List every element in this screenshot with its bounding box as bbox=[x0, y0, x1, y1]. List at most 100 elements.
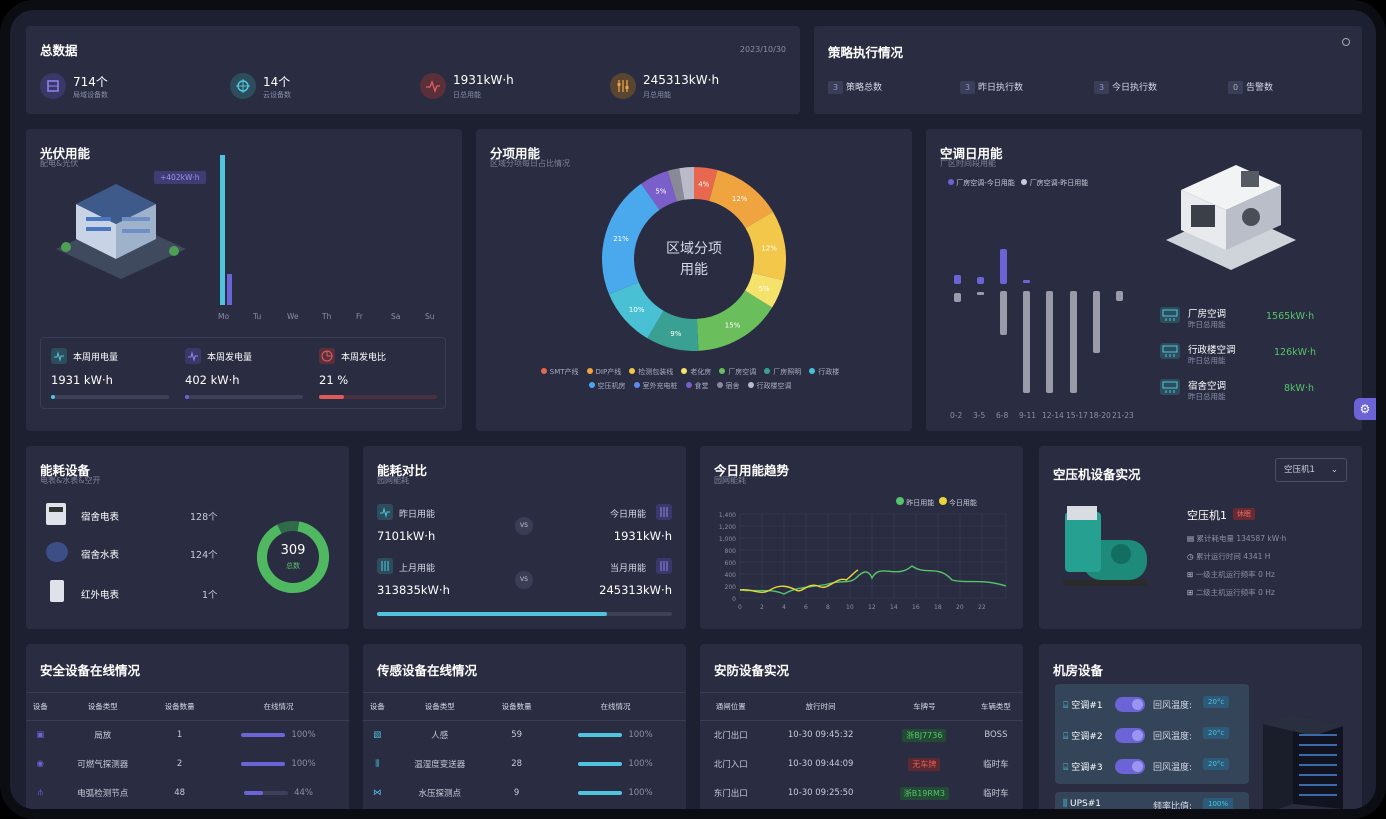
donut-slice bbox=[745, 211, 786, 281]
settings-dot-icon[interactable] bbox=[1342, 38, 1350, 46]
legend-entry: 厂房照明 bbox=[764, 368, 801, 376]
air-conditioner-icon: ⌸ bbox=[1063, 701, 1069, 711]
donut-slice-label: 5% bbox=[655, 188, 666, 196]
sliders-icon bbox=[656, 504, 672, 520]
ac-row-label: ⌸ 空调#2 bbox=[1063, 732, 1103, 742]
daily-energy-label: 日总用能 bbox=[453, 91, 481, 99]
breakdown-subtitle: 区域分项每日占比情况 bbox=[490, 159, 570, 168]
temp-badge: 20°c bbox=[1203, 696, 1230, 708]
ac-item-sub: 昨日总用能 bbox=[1188, 392, 1226, 401]
return-air-label: 回风温度: bbox=[1153, 701, 1193, 711]
progress-fill bbox=[185, 395, 189, 399]
strategy-title: 策略执行情况 bbox=[828, 45, 904, 60]
trend-legend: 昨日用能 今日用能 bbox=[896, 497, 977, 508]
ac2-toggle[interactable] bbox=[1115, 728, 1145, 743]
antenna-icon: ⫛ bbox=[37, 788, 43, 798]
progress-fill bbox=[319, 395, 344, 399]
ac3-toggle[interactable] bbox=[1115, 759, 1145, 774]
progress-fill bbox=[377, 612, 607, 616]
sensor-table: 设备 设备类型 设备数量 在线情况 ▧ 人感 59 100% ⫼ 温湿度变送器 28 100% ⋈… bbox=[363, 692, 686, 808]
safety-title: 安全设备在线情况 bbox=[40, 663, 141, 678]
progress-fill bbox=[578, 732, 623, 737]
meters-title: 能耗设备 bbox=[40, 463, 91, 478]
table-row: 北门出口 10-30 09:45:32 浙BJ7736 BOSS bbox=[713, 728, 1008, 742]
ac-item-sub: 昨日总用能 bbox=[1188, 356, 1226, 365]
progress-fill bbox=[51, 395, 55, 399]
sliders-icon: ⫼ bbox=[375, 759, 380, 769]
table-row: 北门入口 10-30 09:44:09 无车牌 临时车 bbox=[713, 757, 1009, 771]
security-panel: 安防设备实况 通闸位置 放行时间 车牌号 车辆类型 北门出口 10-30 09:45:3… bbox=[700, 644, 1023, 809]
progress-fill bbox=[241, 761, 286, 766]
strategy-today: 3 今日执行数 bbox=[1094, 80, 1157, 94]
thismonth-value: 245313kW·h bbox=[599, 583, 672, 597]
compare-progress bbox=[377, 612, 672, 616]
ac-item-sub: 昨日总用能 bbox=[1188, 320, 1226, 329]
safety-panel: 安全设备在线情况 设备 设备类型 设备数量 在线情况 ▣ 局放 1 100% ◉ 可燃气探测器… bbox=[26, 644, 349, 809]
pulse-icon bbox=[377, 504, 393, 520]
air-conditioner-icon bbox=[1160, 379, 1180, 395]
strategy-panel: 策略执行情况 3 策略总数 3 昨日执行数 3 今日执行数 0 告警数 bbox=[814, 26, 1362, 114]
ac-row-label: ⌸ 空调#3 bbox=[1063, 763, 1103, 773]
sensor-title: 传感设备在线情况 bbox=[377, 663, 478, 678]
monthly-energy-label: 月总用能 bbox=[643, 91, 671, 99]
room-panel: 机房设备 ⌸ 空调#1 回风温度: 20°c ⌸ 空调#2 回风温度: 20°c… bbox=[1039, 644, 1362, 809]
compressor-freq1: ⊞ 一级主机运行频率 0 Hz bbox=[1187, 570, 1275, 579]
donut-slice bbox=[696, 290, 773, 351]
safety-table: 设备 设备类型 设备数量 在线情况 ▣ 局放 1 100% ◉ 可燃气探测器 2 100% ⫛ 电弧… bbox=[26, 692, 349, 808]
settings-gear-icon[interactable]: ⚙ bbox=[1354, 398, 1376, 420]
pv-stat-consumption-bar bbox=[51, 395, 169, 399]
pv-stat-consumption-value: 1931 kW·h bbox=[51, 373, 113, 387]
compressor-select[interactable]: 空压机1 ⌄ bbox=[1275, 458, 1347, 482]
strategy-total: 3 策略总数 bbox=[828, 80, 882, 94]
donut-slice bbox=[709, 170, 773, 229]
building-icon bbox=[40, 73, 66, 99]
compressor-energy: ▤ 累计耗电量 134587 kW·h bbox=[1187, 534, 1287, 543]
compare-panel: 能耗对比 园网能耗 昨日用能 7101kW·h VS 今日用能 1931kW·h… bbox=[363, 446, 686, 629]
meter-count: 124个 bbox=[190, 550, 218, 561]
clock-icon: ◷ bbox=[1187, 552, 1194, 561]
summary-panel: 总数据 2023/10/30 714个 局域设备数 14个 云设备数 1931k… bbox=[26, 26, 800, 114]
compressor-freq2: ⊞ 二级主机运行频率 0 Hz bbox=[1187, 588, 1275, 597]
air-conditioner-icon bbox=[1160, 343, 1180, 359]
ac-row-label: ⌸ 空调#1 bbox=[1063, 701, 1103, 711]
pv-tooltip: +402kW·h bbox=[154, 171, 206, 184]
temp-badge: 20°c bbox=[1203, 758, 1230, 770]
plate-badge: 无车牌 bbox=[908, 757, 941, 771]
pv-stats-box: 本周用电量 1931 kW·h 本周发电量 402 kW·h 本周发电比 21 … bbox=[40, 337, 446, 409]
temp-badge: 20°c bbox=[1203, 727, 1230, 739]
thismonth-label: 当月用能 bbox=[609, 564, 646, 574]
ac-item-name: 厂房空调 bbox=[1188, 309, 1227, 320]
legend-entry: 空压机房 bbox=[588, 382, 626, 390]
legend-entry: 老化房 bbox=[681, 368, 711, 376]
meter-name: 红外电表 bbox=[81, 590, 120, 601]
cloud-devices-label: 云设备数 bbox=[263, 91, 291, 99]
legend-entry: 检测包装线 bbox=[629, 368, 673, 376]
table-row: ⫼ 温湿度变送器 28 100% bbox=[363, 750, 686, 779]
donut-slice bbox=[602, 183, 660, 295]
water-meter-icon bbox=[46, 542, 68, 562]
lastmonth-value: 313835kW·h bbox=[377, 583, 450, 597]
donut-slice-label: 21% bbox=[613, 235, 629, 243]
donut-slice bbox=[641, 170, 677, 210]
table-row: ◉ 可燃气探测器 2 100% bbox=[26, 750, 349, 779]
trend-yaxis: 1,400 1,200 1,000 800 600 400 200 0 bbox=[718, 512, 736, 603]
monthly-energy-value: 245313kW·h bbox=[643, 73, 720, 87]
air-conditioner-icon: ⌸ bbox=[1063, 732, 1069, 742]
yesterday-label: 昨日用能 bbox=[399, 510, 436, 520]
ac1-toggle[interactable] bbox=[1115, 697, 1145, 712]
device-icon: ▣ bbox=[36, 730, 45, 741]
compressor-status-badge: 休眠 bbox=[1233, 508, 1255, 520]
meter-name: 宿舍电表 bbox=[81, 512, 120, 523]
pv-title: 光伏用能 bbox=[40, 146, 91, 161]
donut-slice-label: 12% bbox=[761, 244, 777, 252]
pv-stat-ratio-label: 本周发电比 bbox=[341, 353, 387, 363]
legend-entry: DIP产线 bbox=[586, 368, 621, 376]
network-icon: ⋈ bbox=[372, 788, 382, 798]
grid-icon: ⊞ bbox=[1187, 588, 1194, 597]
ac-item-value: 126kW·h bbox=[1274, 347, 1317, 358]
ac-item-value: 8kW·h bbox=[1284, 383, 1314, 394]
room-ups-box: ⫼ UPS#1 频率比值: 100% bbox=[1055, 792, 1249, 809]
table-row: ▣ 局放 1 100% bbox=[26, 721, 349, 750]
sliders-icon bbox=[377, 558, 393, 574]
